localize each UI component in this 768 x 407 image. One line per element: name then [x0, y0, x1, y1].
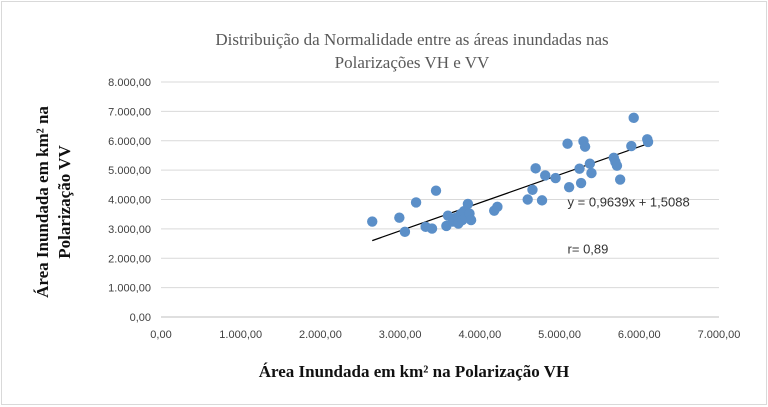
- x-tick-label: 1.000,00: [219, 329, 262, 341]
- y-tick-label: 2.000,00: [108, 253, 151, 265]
- y-tick-label: 5.000,00: [108, 165, 151, 177]
- x-tick-label: 0,00: [150, 329, 171, 341]
- chart-title-line-1: Distribuição da Normalidade entre as áre…: [215, 30, 608, 49]
- y-axis-title-line-2: Polarização VV: [55, 145, 74, 259]
- data-point: [522, 194, 533, 205]
- x-tick-labels: 0,00 1.000,00 2.000,00 3.000,00 4.000,00 5.00…: [150, 329, 740, 341]
- x-tick-label: 3.000,00: [379, 329, 422, 341]
- data-point: [426, 223, 438, 234]
- data-point: [611, 160, 623, 171]
- y-tick-label: 7.000,00: [108, 106, 151, 118]
- x-axis-title: Área Inundada em km² na Polarização VH: [259, 362, 569, 381]
- trendline-group: [372, 143, 649, 242]
- y-tick-label: 1.000,00: [108, 283, 151, 295]
- x-tick-label: 2.000,00: [299, 329, 342, 341]
- data-point: [462, 198, 474, 210]
- data-point: [367, 216, 378, 227]
- data-point: [642, 136, 654, 148]
- y-tick-label: 3.000,00: [108, 224, 151, 236]
- x-tick-label: 6.000,00: [618, 329, 661, 341]
- x-tick-label: 5.000,00: [538, 329, 581, 341]
- y-axis-title-line-1: Área Inundada em km² na: [33, 106, 52, 298]
- data-point: [399, 226, 411, 238]
- data-point: [584, 158, 596, 169]
- data-point: [574, 163, 585, 174]
- y-tick-label: 8.000,00: [108, 77, 151, 89]
- data-point: [550, 172, 561, 184]
- y-tick-label: 4.000,00: [108, 195, 151, 207]
- data-point: [628, 112, 639, 124]
- data-point: [562, 138, 573, 149]
- data-point: [492, 201, 503, 213]
- y-tick-labels: 0,00 1.000,00 2.000,00 3.000,00 4.000,00 5.00…: [108, 77, 151, 324]
- x-tick-label: 4.000,00: [458, 329, 501, 341]
- correlation-label: r= 0,89: [568, 241, 609, 256]
- gridlines: [161, 81, 719, 318]
- data-point: [410, 197, 422, 208]
- trendline: [372, 143, 649, 242]
- x-tick-label: 7.000,00: [698, 329, 741, 341]
- data-point: [465, 214, 477, 226]
- data-point: [536, 195, 548, 206]
- data-point: [527, 184, 538, 196]
- data-point: [626, 140, 637, 152]
- data-point: [579, 141, 591, 152]
- data-point: [530, 163, 541, 174]
- y-tick-label: 6.000,00: [108, 136, 151, 148]
- data-points: [367, 112, 654, 238]
- y-tick-label: 0,00: [130, 312, 151, 324]
- regression-equation: y = 0,9639x + 1,5088: [568, 194, 690, 209]
- data-point: [575, 177, 587, 189]
- data-point: [614, 174, 626, 185]
- data-point: [394, 212, 405, 223]
- chart-title-line-2: Polarizações VH e VV: [335, 53, 490, 72]
- data-point: [563, 181, 575, 193]
- data-point: [430, 185, 442, 196]
- data-point: [586, 167, 597, 179]
- data-point: [540, 170, 551, 181]
